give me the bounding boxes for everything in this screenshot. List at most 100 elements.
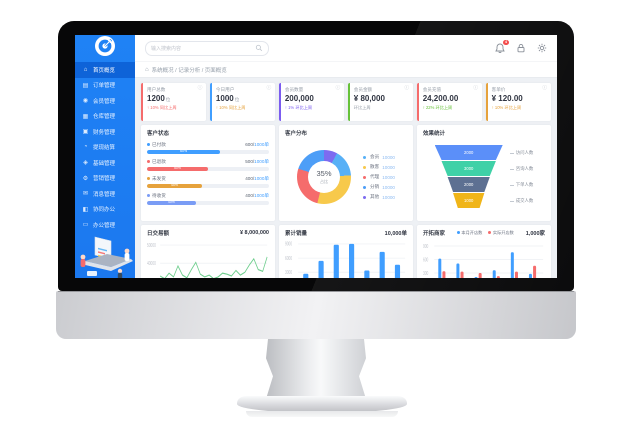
funnel-legend-item: 下单人数 [509, 182, 533, 188]
info-icon[interactable]: ⓘ [266, 86, 272, 92]
progress-label: 已付款 [152, 141, 166, 147]
progress-row: 已退款 500/1000单 50% [147, 158, 269, 171]
progress-value: 400/1000单 [245, 175, 269, 181]
sidebar-item-7[interactable]: ◈ 基础管理 [75, 155, 135, 171]
sidebar-item-2[interactable]: ▤ 订单管理 [75, 78, 135, 94]
sidebar-item-10[interactable]: ◧ 协同办公 [75, 202, 135, 218]
progress-value: 600/1000单 [245, 141, 269, 147]
sidebar-item-6[interactable]: ◔ 提现结算 [75, 140, 135, 156]
monitor-stand-neck [266, 339, 366, 399]
progress-value: 500/1000单 [245, 158, 269, 164]
screen: ⌂ 首页概览 ▤ 订单管理 ◉ 会员管理 ▦ 仓库管理 ▣ 财务管理 ◔ 提现结算 ◈ 基础管理 ⚙ 营销管理… [75, 35, 557, 278]
grouped-legend-label: 实际开店数 [492, 230, 514, 235]
panel-new-stores: 开拓商家 本月开店数 实际开店数 1,000家 900 600 300 [417, 225, 551, 278]
funnel-legend-label: 咨询人数 [515, 166, 534, 171]
stat-card-unit: 位 [165, 97, 171, 102]
sidebar-item-1[interactable]: ⌂ 首页概览 [75, 62, 135, 78]
info-icon[interactable]: ⓘ [197, 86, 203, 92]
app-logo[interactable] [75, 35, 135, 62]
donut-legend: 会员 10000 散客 10000 代理 10000 分销 10000 其他 10000 [363, 154, 395, 200]
bell-icon[interactable]: 4 [495, 40, 509, 53]
grouped-legend: 本月开店数 实际开店数 [456, 230, 514, 236]
panel-total: 1,000家 [525, 231, 545, 237]
donut-legend-value: 10000 [382, 184, 395, 190]
svg-text:6000: 6000 [285, 255, 293, 261]
donut-legend-item: 其他 10000 [363, 194, 395, 200]
sidebar-item-9[interactable]: ✉ 消息管理 [75, 186, 135, 202]
svg-text:3000: 3000 [285, 269, 293, 275]
panel-daily-revenue: 日交易额 ¥ 8,000,000 500004000030000 [141, 225, 275, 278]
stat-card-4: 会员金额 ⓘ ¥ 80,000 环比上周 [347, 83, 414, 121]
donut-legend-label: 散客 [370, 164, 380, 169]
sidebar-item-3[interactable]: ◉ 会员管理 [75, 93, 135, 109]
legend-dot [363, 165, 366, 169]
donut-legend-label: 会员 [370, 154, 380, 159]
legend-dot [147, 142, 150, 146]
sidebar-item-label: 办公管理 [93, 222, 116, 229]
stat-card-title: 用户总数 [147, 86, 166, 92]
sidebar-item-11[interactable]: ▭ 办公管理 [75, 217, 135, 233]
progress-track: 50% [147, 166, 269, 171]
svg-text:9000: 9000 [285, 241, 293, 247]
stat-card-title: 会员金额 [353, 86, 373, 92]
stat-card-trend: 环比上周 [353, 105, 371, 110]
legend-dot [363, 185, 366, 189]
line-chart: 500004000030000 [147, 237, 269, 278]
stat-card-title: 会员充值 [422, 86, 442, 92]
progress-track: 60% [147, 149, 269, 154]
notification-badge: 4 [503, 40, 509, 45]
gear-icon[interactable] [537, 43, 547, 53]
funnel-layer: 3000 [441, 161, 496, 176]
finance-icon: ▣ [82, 129, 89, 136]
panel-title: 累计销量 [285, 231, 308, 237]
members-icon: ◉ [82, 98, 89, 105]
legend-dot [147, 176, 150, 180]
funnel-legend-label: 成交人数 [515, 198, 534, 203]
breadcrumb[interactable]: ⌂ 系统概况 / 记录分析 / 页面概览 [135, 61, 557, 78]
sidebar-item-5[interactable]: ▣ 财务管理 [75, 124, 135, 140]
svg-text:600: 600 [423, 257, 429, 263]
monitor-stand-base [237, 396, 407, 413]
legend-dot [456, 231, 460, 234]
svg-text:40000: 40000 [147, 260, 156, 266]
info-icon[interactable]: ⓘ [335, 86, 341, 92]
donut-center-value: 35% [316, 169, 332, 179]
funnel-layer: 2000 [447, 177, 490, 192]
stat-card-6: 客单价 ⓘ ¥ 120.00 ↑ 10% 环比上周 [485, 83, 552, 121]
panel-total: ¥ 8,000,000 [239, 230, 269, 236]
donut-legend-label: 代理 [370, 174, 380, 179]
progress-percent: 45% [170, 183, 178, 187]
legend-dot [147, 193, 150, 197]
search-input[interactable]: 输入搜索内容 [145, 39, 269, 57]
donut-legend-label: 分销 [370, 184, 380, 189]
info-icon[interactable]: ⓘ [473, 86, 479, 92]
grouped-bar-chart: 900 600 300 [423, 237, 545, 278]
grouped-legend-item: 实际开店数 [488, 230, 514, 236]
donut-legend-item: 散客 10000 [363, 164, 395, 170]
stat-card-value: 24,200.00 [422, 94, 459, 103]
info-icon[interactable]: ⓘ [542, 86, 548, 92]
sidebar-item-label: 营销管理 [93, 176, 116, 183]
progress-fill: 50% [147, 166, 208, 171]
grouped-legend-item: 本月开店数 [456, 230, 482, 236]
settlement-icon: ◔ [83, 144, 88, 151]
progress-track: 45% [147, 183, 269, 188]
breadcrumb-text: 系统概况 / 记录分析 / 页面概览 [151, 67, 227, 74]
funnel-legend-item: 咨询人数 [509, 166, 534, 172]
funnel-legend-item: 访问人数 [509, 150, 533, 156]
progress-list: 已付款 600/1000单 60% 已退款 500/1000单 50% 未发货 400/100… [147, 137, 269, 217]
donut-legend-item: 分销 10000 [363, 184, 395, 190]
sidebar-item-8[interactable]: ⚙ 营销管理 [75, 171, 135, 187]
funnel-layer: 2000 [434, 145, 503, 160]
donut-center-label: 占比 [320, 178, 328, 184]
svg-text:300: 300 [423, 270, 429, 276]
lock-icon[interactable] [516, 43, 526, 53]
progress-label: 未发货 [152, 175, 166, 181]
search-icon [255, 39, 263, 57]
stat-card-trend: ↑ 10% 同比上周 [215, 105, 246, 110]
panel-total: 10,000单 [384, 231, 407, 237]
info-icon[interactable]: ⓘ [404, 86, 410, 92]
monitor-chin [56, 291, 576, 339]
sidebar-item-4[interactable]: ▦ 仓库管理 [75, 109, 135, 125]
sidebar-item-label: 会员管理 [93, 98, 116, 105]
